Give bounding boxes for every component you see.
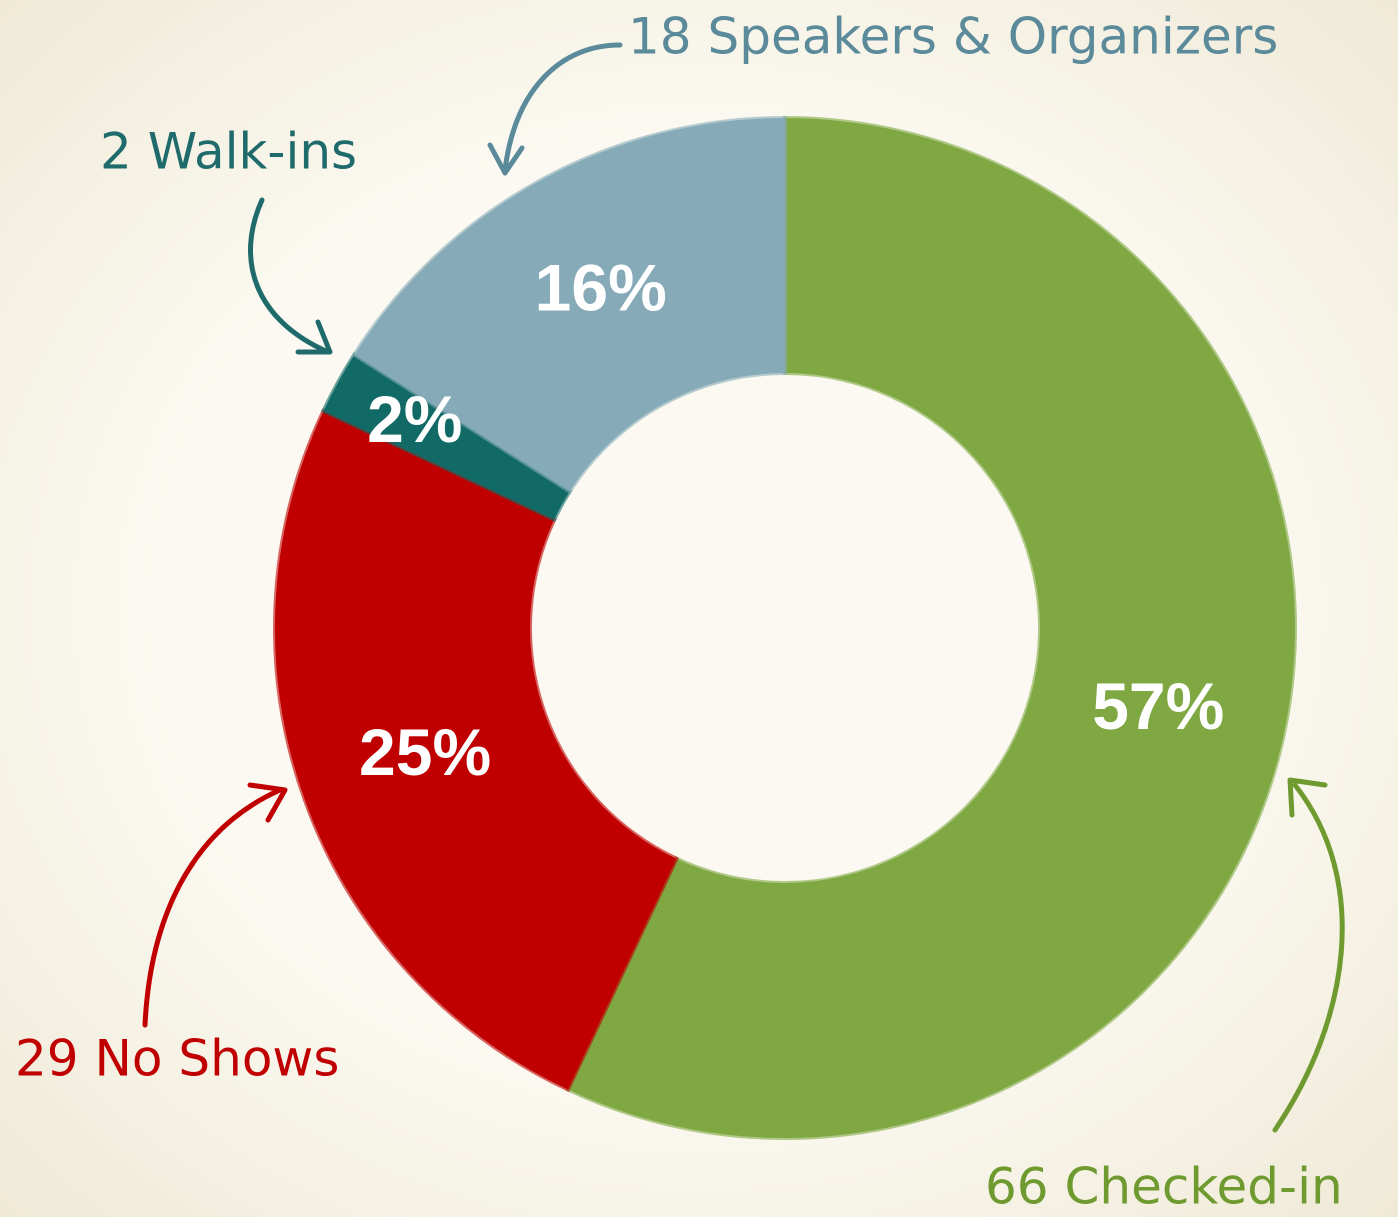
arrow [487, 42, 623, 176]
data-label: 25% [359, 715, 491, 789]
annotation: 2 Walk-ins [100, 123, 357, 181]
data-label: 2% [367, 382, 462, 456]
annotation: 29 No Shows [15, 1030, 339, 1088]
donut-segment [351, 115, 787, 495]
arrow [1272, 777, 1345, 1133]
annotation-arrows [142, 42, 1345, 1133]
donut [273, 115, 1298, 1140]
annotation: 66 Checked-in [985, 1158, 1343, 1216]
annotation: 18 Speakers & Organizers [628, 8, 1278, 66]
arrow [248, 197, 333, 355]
donut-segment [565, 115, 1298, 1140]
arrow [142, 782, 288, 1028]
data-label: 57% [1092, 669, 1224, 743]
data-label: 16% [535, 250, 667, 324]
donut-segment [273, 408, 680, 1093]
